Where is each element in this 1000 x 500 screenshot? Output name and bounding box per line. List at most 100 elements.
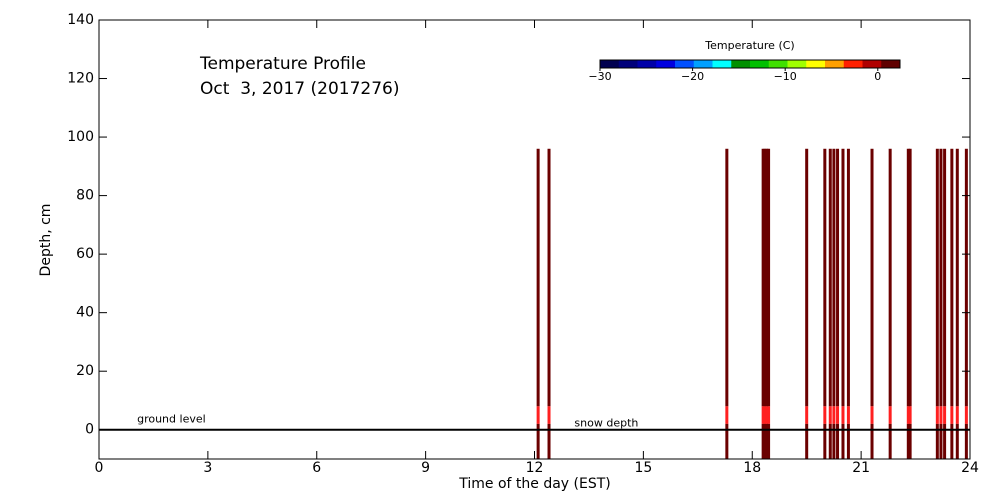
profile-column <box>908 406 912 424</box>
profile-column <box>939 148 943 407</box>
profile-column <box>888 423 892 459</box>
profile-column <box>939 423 943 459</box>
colorbar-swatch <box>843 60 863 68</box>
profile-column <box>763 423 767 459</box>
colorbar-swatch <box>712 60 732 68</box>
colorbar-swatch <box>881 60 901 68</box>
profile-column <box>536 406 540 424</box>
profile-column <box>846 423 850 459</box>
profile-column <box>725 148 729 407</box>
y-tick-label: 140 <box>67 12 94 28</box>
profile-column <box>547 406 551 424</box>
profile-column <box>767 423 771 459</box>
profile-column <box>908 423 912 459</box>
y-tick-label: 100 <box>67 129 94 145</box>
x-tick-label: 24 <box>961 460 979 476</box>
profile-column <box>943 423 947 459</box>
profile-column <box>888 406 892 424</box>
profile-column <box>906 406 910 424</box>
x-tick-label: 3 <box>203 460 212 476</box>
colorbar-swatch <box>825 60 845 68</box>
profile-column <box>765 423 769 459</box>
profile-column <box>536 148 540 407</box>
profile-column <box>939 406 943 424</box>
profile-column <box>836 423 840 459</box>
colorbar-swatch <box>862 60 882 68</box>
colorbar-swatch <box>637 60 657 68</box>
y-tick-label: 20 <box>76 363 94 379</box>
colorbar-swatch <box>618 60 638 68</box>
profile-column <box>767 406 771 424</box>
colorbar-swatch <box>806 60 826 68</box>
y-tick-label: 80 <box>76 188 94 204</box>
profile-column <box>950 406 954 424</box>
y-tick-label: 40 <box>76 305 94 321</box>
profile-column <box>836 406 840 424</box>
y-tick-label: 120 <box>67 71 94 87</box>
profile-column <box>955 406 959 424</box>
colorbar-swatch <box>731 60 751 68</box>
profile-column <box>943 406 947 424</box>
chart-subtitle: Oct 3, 2017 (2017276) <box>200 79 399 99</box>
x-tick-label: 15 <box>634 460 652 476</box>
profile-column <box>955 423 959 459</box>
y-axis-label: Depth, cm <box>38 204 54 277</box>
annotation: ground level <box>137 413 206 426</box>
colorbar-swatch <box>787 60 807 68</box>
profile-column <box>870 423 874 459</box>
profile-column <box>943 148 947 407</box>
colorbar-swatch <box>675 60 695 68</box>
y-tick-label: 0 <box>85 422 94 438</box>
profile-column <box>765 406 769 424</box>
x-tick-label: 0 <box>95 460 104 476</box>
profile-column <box>935 423 939 459</box>
profile-column <box>805 148 809 407</box>
profile-column <box>823 423 827 459</box>
colorbar-tick-label: −20 <box>681 70 704 83</box>
profile-column <box>964 148 968 407</box>
profile-column <box>761 423 765 459</box>
profile-column <box>832 406 836 424</box>
profile-column <box>888 148 892 407</box>
profile-column <box>870 406 874 424</box>
x-tick-label: 18 <box>743 460 761 476</box>
profile-column <box>935 148 939 407</box>
profile-column <box>964 406 968 424</box>
profile-column <box>846 148 850 407</box>
profile-column <box>536 423 540 459</box>
annotation: snow depth <box>574 417 638 430</box>
profile-column <box>805 406 809 424</box>
profile-column <box>765 148 769 407</box>
x-axis-label: Time of the day (EST) <box>458 476 611 492</box>
profile-column <box>725 406 729 424</box>
profile-column <box>805 423 809 459</box>
y-tick-label: 60 <box>76 246 94 262</box>
profile-column <box>761 148 765 407</box>
profile-column <box>761 406 765 424</box>
profile-column <box>828 148 832 407</box>
profile-column <box>828 406 832 424</box>
x-tick-label: 12 <box>526 460 544 476</box>
profile-column <box>908 148 912 407</box>
profile-column <box>767 148 771 407</box>
profile-column <box>823 148 827 407</box>
colorbar-swatch <box>600 60 620 68</box>
colorbar-tick-label: −30 <box>588 70 611 83</box>
profile-column <box>964 423 968 459</box>
x-tick-label: 6 <box>312 460 321 476</box>
colorbar-swatch <box>750 60 770 68</box>
profile-column <box>950 148 954 407</box>
profile-column <box>725 423 729 459</box>
colorbar-tick-label: 0 <box>874 70 881 83</box>
profile-column <box>763 406 767 424</box>
profile-column <box>841 148 845 407</box>
profile-column <box>832 148 836 407</box>
colorbar-swatch <box>693 60 713 68</box>
profile-column <box>841 406 845 424</box>
profile-column <box>846 406 850 424</box>
profile-column <box>935 406 939 424</box>
profile-column <box>955 148 959 407</box>
colorbar-tick-label: −10 <box>774 70 797 83</box>
profile-column <box>841 423 845 459</box>
